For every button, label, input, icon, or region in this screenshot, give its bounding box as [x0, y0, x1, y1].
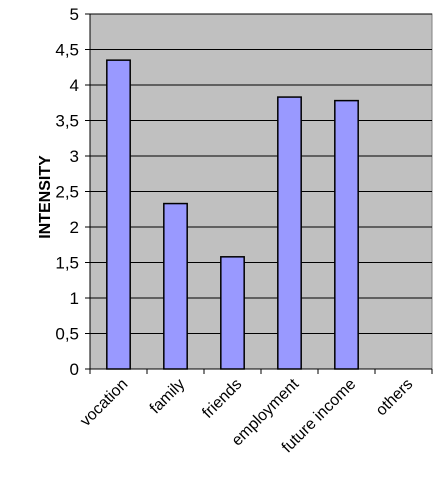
y-tick-label: 1: [70, 289, 79, 308]
y-axis-title: INTENSITY: [37, 155, 54, 239]
y-tick-label: 2: [70, 218, 79, 237]
y-tick-label: 3,5: [55, 112, 79, 131]
bar-future-income: [334, 99, 359, 370]
x-tick-label: others: [373, 376, 416, 419]
y-axis-ticks: 0 0,5 1 1,5 2 2,5 3 3,5 4 4,5 5: [55, 5, 90, 379]
y-tick-label: 4,5: [55, 41, 79, 60]
bar-family: [163, 202, 188, 370]
bar-employment: [277, 96, 302, 370]
x-tick-label: friends: [199, 376, 245, 422]
gridlines: [90, 13, 432, 334]
x-tick-label: vocation: [77, 376, 131, 430]
bars: [106, 59, 359, 370]
bar-vocation: [106, 59, 131, 370]
y-tick-label: 5: [70, 5, 79, 24]
x-tick-label: family: [147, 376, 189, 418]
y-tick-label: 1,5: [55, 254, 79, 273]
y-tick-label: 0,5: [55, 325, 79, 344]
y-tick-label: 4: [70, 76, 79, 95]
bar-friends: [220, 256, 245, 370]
y-tick-label: 2,5: [55, 183, 79, 202]
y-tick-label: 0: [70, 360, 79, 379]
y-tick-label: 3: [70, 147, 79, 166]
